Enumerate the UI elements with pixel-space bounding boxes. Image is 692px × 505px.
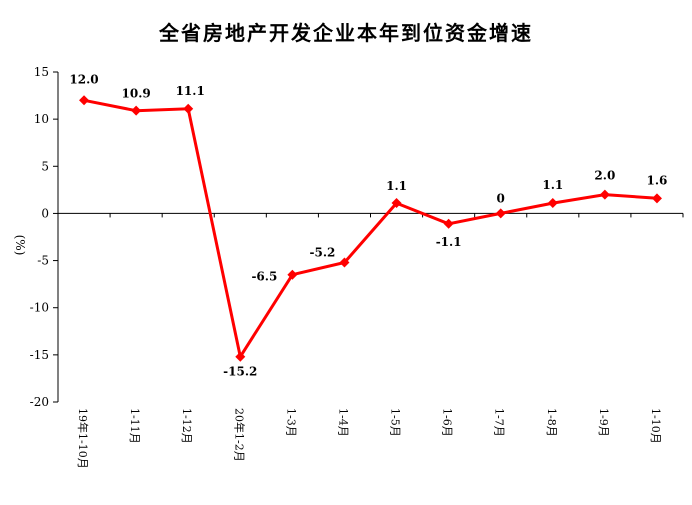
- y-axis-ticks: 15 10 5 0 -5 -10 -15 -20: [30, 65, 58, 409]
- data-point-marker: [287, 269, 298, 280]
- axes: [57, 72, 684, 402]
- data-label: 0: [497, 191, 505, 205]
- data-point-marker: [495, 208, 506, 219]
- data-point-marker: [183, 103, 194, 114]
- x-category-label: 1-4月: [336, 408, 349, 437]
- x-category-label: 1-12月: [180, 408, 193, 444]
- x-category-label: 1-7月: [493, 408, 506, 437]
- x-axis-categories: 19年1-10月 1-11月 1-12月 20年1-2月 1-3月 1-4月 1-5月 1-6…: [76, 408, 662, 469]
- data-point-marker: [235, 351, 246, 362]
- y-axis-label: (%): [13, 235, 27, 256]
- data-label: 1.1: [386, 179, 407, 193]
- y-tick-label: 0: [41, 206, 49, 220]
- y-tick-label: 5: [41, 159, 49, 173]
- y-tick-label: 15: [34, 65, 49, 79]
- data-label: 12.0: [69, 72, 98, 86]
- y-tick-label: 10: [34, 112, 49, 126]
- data-point-marker: [547, 198, 558, 209]
- data-point-marker: [79, 95, 90, 106]
- data-label: -6.5: [251, 270, 277, 284]
- series-markers: [79, 95, 662, 362]
- data-label: 1.1: [542, 178, 563, 192]
- y-tick-label: -10: [30, 301, 49, 315]
- data-label: -5.2: [310, 245, 336, 259]
- y-tick-label: -5: [37, 254, 49, 268]
- x-category-label: 1-3月: [284, 408, 297, 437]
- x-category-label: 19年1-10月: [76, 408, 90, 469]
- data-point-marker: [131, 105, 142, 116]
- series-line: [83, 98, 658, 361]
- chart-title: 全省房地产开发企业本年到位资金增速: [159, 21, 533, 45]
- y-tick-label: -20: [30, 395, 49, 409]
- data-point-marker: [651, 193, 662, 204]
- x-category-label: 1-11月: [128, 408, 141, 444]
- y-tick-label: -15: [30, 348, 49, 362]
- data-label: 10.9: [122, 87, 151, 101]
- x-category-label: 1-6月: [441, 408, 454, 437]
- data-label: -1.1: [436, 235, 462, 249]
- data-point-marker: [339, 257, 350, 268]
- x-category-label: 1-5月: [389, 408, 402, 437]
- data-point-marker: [443, 218, 454, 229]
- data-labels: 12.0 10.9 11.1 -15.2 -6.5 -5.2 1.1 -1.1 0 1.1 2.0 1…: [69, 72, 667, 378]
- x-category-label: 1-10月: [649, 408, 662, 444]
- data-point-marker: [599, 189, 610, 200]
- data-point-marker: [391, 198, 402, 209]
- data-label: 1.6: [647, 173, 668, 187]
- x-category-label: 20年1-2月: [232, 408, 246, 462]
- data-label: -15.2: [223, 365, 257, 379]
- x-category-label: 1-8月: [545, 408, 558, 437]
- x-category-label: 1-9月: [597, 408, 610, 437]
- data-label: 2.0: [594, 169, 615, 183]
- data-label: 11.1: [176, 84, 205, 98]
